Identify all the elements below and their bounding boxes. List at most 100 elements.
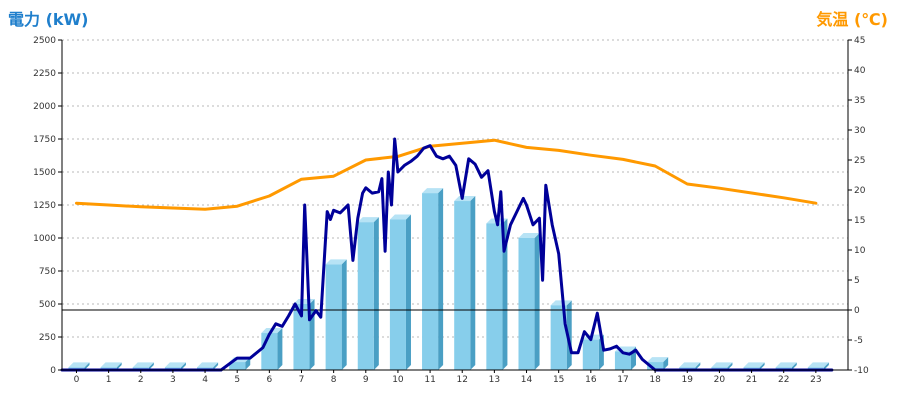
x-tick-label: 1: [106, 375, 112, 385]
bar-side: [759, 362, 765, 370]
bar-face: [518, 238, 535, 370]
x-tick-label: 15: [553, 375, 564, 385]
bar-top: [422, 188, 444, 194]
bar-face: [550, 305, 567, 370]
bar-top: [389, 214, 411, 220]
bar-side: [727, 362, 733, 370]
right-tick-label: 35: [854, 96, 865, 106]
bar-top: [357, 217, 379, 223]
right-tick-label: 40: [854, 66, 866, 76]
x-tick-label: 20: [714, 375, 726, 385]
right-tick-label: 45: [854, 36, 865, 46]
bar-top: [679, 362, 701, 368]
bar-face: [486, 223, 503, 370]
bar-face: [614, 351, 632, 370]
x-tick-label: 10: [392, 375, 404, 385]
x-tick-label: 14: [521, 375, 533, 385]
bar: [422, 188, 444, 370]
left-tick-label: 0: [50, 366, 56, 376]
left-tick-label: 2000: [33, 102, 56, 112]
right-tick-label: 0: [854, 306, 860, 316]
bar-face: [325, 264, 342, 370]
right-tick-label: 5: [854, 276, 860, 286]
left-tick-label: 1000: [33, 234, 56, 244]
bar-side: [405, 214, 411, 370]
bar: [454, 196, 476, 370]
bar-top: [132, 362, 154, 368]
x-tick-label: 8: [331, 375, 337, 385]
x-tick-label: 16: [585, 375, 597, 385]
right-tick-label: 10: [854, 246, 866, 256]
bar-face: [647, 362, 664, 370]
x-tick-label: 7: [299, 375, 305, 385]
bar-top: [550, 300, 572, 306]
right-tick-label: 30: [854, 126, 866, 136]
bar-side: [534, 233, 540, 370]
bar-side: [245, 357, 251, 370]
bar-side: [373, 217, 379, 370]
x-tick-label: 5: [234, 375, 240, 385]
right-tick-label: 20: [854, 186, 866, 196]
right-axis-ticks: -10 -5 0 5 10 15 20 25 30 35 40 45: [848, 36, 869, 376]
left-tick-label: 750: [39, 267, 56, 277]
bar-top: [711, 362, 733, 368]
bar-side: [470, 196, 476, 370]
power-bars: [68, 188, 829, 370]
bar-side: [341, 259, 347, 370]
bar-side: [277, 328, 283, 370]
right-tick-label: 25: [854, 156, 865, 166]
x-axis-ticks: 0 1 2 3 4 5 6 7 8 9 10 11 12 13 14 15 16 17 18 19 20 21 22 23: [74, 370, 822, 385]
x-tick-label: 19: [682, 375, 694, 385]
x-tick-label: 12: [457, 375, 468, 385]
bar-side: [791, 362, 797, 370]
bar-face: [357, 222, 374, 370]
x-tick-label: 4: [202, 375, 208, 385]
bar-side: [438, 188, 444, 370]
bar-top: [518, 233, 540, 238]
bar-face: [293, 304, 310, 370]
x-tick-label: 3: [170, 375, 176, 385]
bar: [389, 214, 411, 370]
bar-side: [213, 362, 219, 370]
x-tick-label: 23: [810, 375, 821, 385]
left-axis-ticks: 0 250 500 750 1000 1250 1500 1750 2000 2250 2500: [33, 36, 62, 376]
left-tick-label: 1250: [33, 201, 56, 211]
bar-top: [775, 362, 797, 368]
temperature-line: [75, 138, 818, 211]
right-tick-label: -10: [854, 366, 869, 376]
x-tick-label: 22: [778, 375, 789, 385]
x-tick-label: 13: [489, 375, 500, 385]
bar-top: [807, 362, 829, 368]
bar-top: [164, 362, 186, 368]
power-demand-line: [60, 137, 834, 372]
x-tick-label: 6: [266, 375, 272, 385]
bar-face: [422, 193, 439, 370]
bar: [325, 259, 347, 370]
bar-top: [197, 362, 219, 368]
right-tick-label: -5: [854, 336, 863, 346]
x-tick-label: 18: [649, 375, 661, 385]
bar-top: [743, 362, 765, 368]
bar-face: [261, 333, 278, 370]
bar-top: [68, 362, 90, 368]
bar: [357, 217, 379, 370]
bar: [647, 357, 669, 370]
left-axis-title: 電力 (kW): [8, 10, 89, 29]
right-axis-title: 気温 (℃): [816, 10, 888, 29]
bar-top: [100, 362, 122, 368]
bar-top: [454, 196, 476, 202]
bar-side: [180, 362, 186, 370]
bar-side: [148, 362, 154, 370]
grid-lines: [62, 39, 848, 338]
bar-side: [84, 362, 90, 370]
left-tick-label: 1750: [33, 135, 56, 145]
bar-face: [582, 339, 599, 370]
x-tick-label: 2: [138, 375, 144, 385]
x-tick-label: 17: [617, 375, 628, 385]
bar-side: [695, 362, 701, 370]
bar-top: [325, 259, 347, 265]
bar-top: [647, 357, 669, 363]
bar-side: [823, 362, 829, 370]
bar-face: [389, 219, 406, 370]
